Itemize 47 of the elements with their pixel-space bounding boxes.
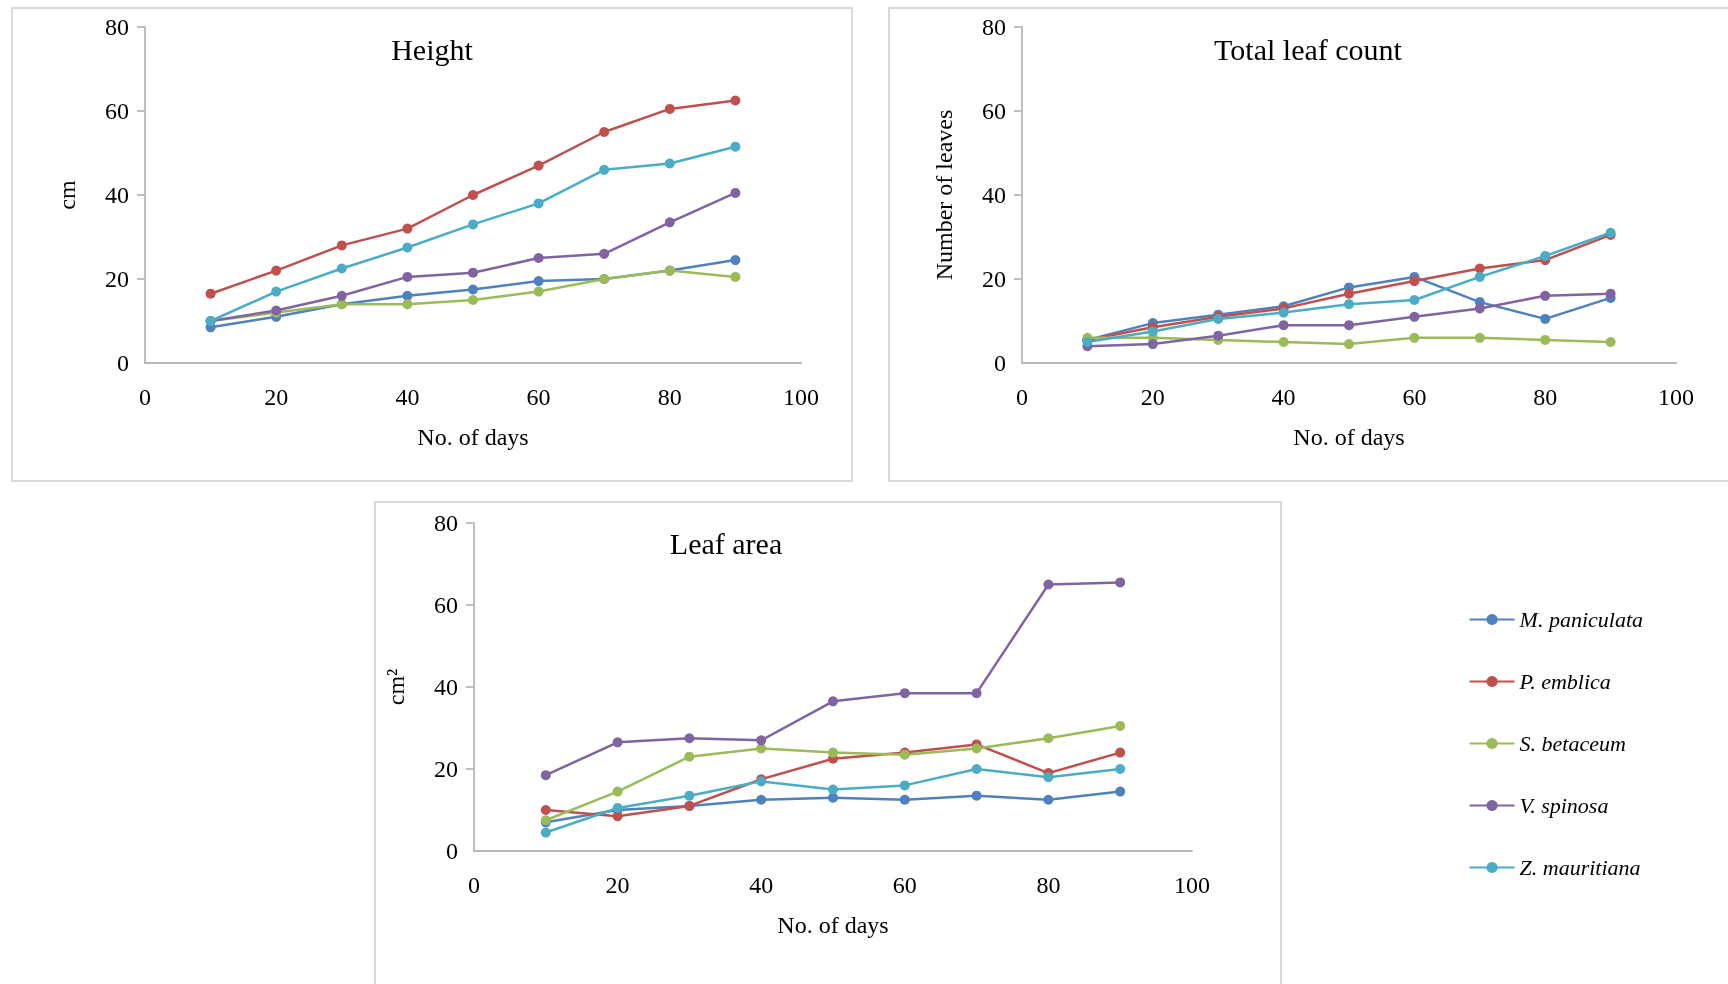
y-tick-label: 80 (434, 510, 458, 536)
y-tick-label: 0 (994, 350, 1006, 376)
y-tick-label: 0 (117, 350, 129, 376)
y-axis-title: Number of leaves (931, 109, 957, 281)
y-tick-label: 20 (982, 266, 1006, 292)
x-axis-title: No. of days (777, 912, 889, 938)
x-tick-label: 0 (139, 384, 151, 410)
chart-title: Leaf area (669, 526, 783, 560)
x-tick-label: 20 (605, 872, 630, 898)
x-tick-label: 40 (1271, 384, 1296, 410)
x-tick-label: 100 (1658, 384, 1694, 410)
x-tick-label: 80 (1533, 384, 1558, 410)
x-tick-label: 60 (526, 384, 551, 410)
y-axis-title: cm (54, 180, 80, 210)
y-tick-label: 20 (105, 266, 129, 292)
x-tick-label: 0 (1016, 384, 1028, 410)
x-tick-label: 60 (892, 872, 917, 898)
x-tick-label: 0 (468, 872, 480, 898)
x-tick-label: 20 (264, 384, 289, 410)
y-tick-label: 20 (434, 756, 458, 782)
legend-label: M. paniculata (1518, 607, 1644, 632)
chart-title: Height (391, 32, 474, 66)
y-tick-label: 60 (105, 98, 129, 124)
y-tick-label: 60 (434, 592, 458, 618)
x-tick-label: 100 (783, 384, 819, 410)
y-tick-label: 80 (105, 14, 129, 40)
y-tick-label: 40 (105, 182, 129, 208)
x-axis-title: No. of days (1293, 424, 1405, 450)
chart-title: Total leaf count (1214, 32, 1403, 66)
x-tick-label: 40 (749, 872, 774, 898)
x-tick-label: 80 (1036, 872, 1061, 898)
legend-label: Z. mauritiana (1519, 855, 1641, 880)
y-axis-title: cm² (383, 668, 409, 706)
x-tick-label: 80 (657, 384, 682, 410)
x-tick-label: 40 (395, 384, 420, 410)
y-tick-label: 40 (982, 182, 1006, 208)
y-tick-label: 40 (434, 674, 458, 700)
y-tick-label: 80 (982, 14, 1006, 40)
x-tick-label: 60 (1402, 384, 1427, 410)
x-tick-label: 100 (1174, 872, 1210, 898)
y-tick-label: 0 (446, 838, 458, 864)
x-tick-label: 20 (1140, 384, 1165, 410)
legend-label: V. spinosa (1519, 793, 1609, 818)
legend-label: S. betaceum (1519, 731, 1626, 756)
x-axis-title: No. of days (417, 424, 529, 450)
y-tick-label: 60 (982, 98, 1006, 124)
legend-label: P. emblica (1518, 669, 1611, 694)
